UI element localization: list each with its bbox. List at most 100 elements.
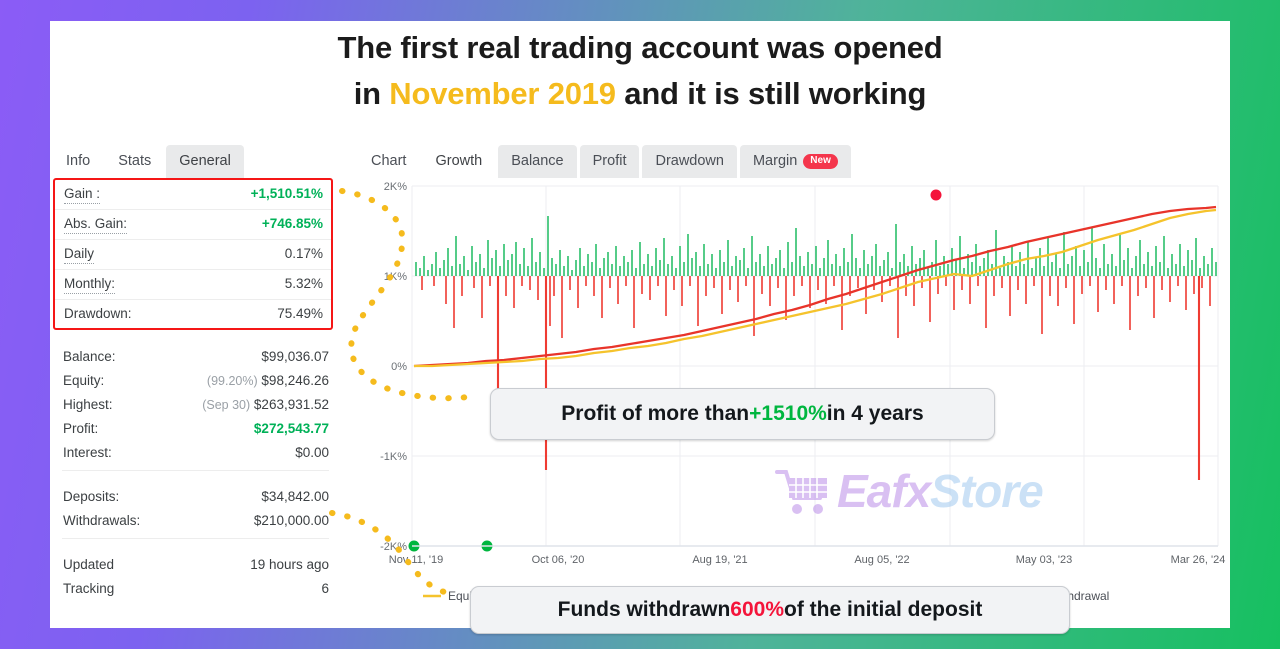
stat-value-equity-wrap: (99.20%) $98,246.26 [207, 372, 329, 390]
stat-label-updated: Updated [63, 557, 115, 572]
stat-row-deposits: Deposits: $34,842.00 [61, 485, 331, 509]
x-tick-4: May 03, '23 [1016, 554, 1073, 566]
tab-profit-label: Profit [592, 153, 627, 169]
x-tick-3: Aug 05, '22 [854, 554, 909, 566]
tab-drawdown[interactable]: Drawdown [642, 145, 737, 178]
stat-value-deposits: $34,842.00 [261, 489, 329, 504]
chart-tabstrip: Chart Growth Balance Profit Drawdown Mar… [350, 141, 1228, 178]
stat-value-interest: $0.00 [295, 445, 329, 460]
stat-value-monthly: 5.32% [284, 276, 323, 291]
stat-row-abs-gain: Abs. Gain: +746.85% [55, 210, 331, 240]
tab-stats[interactable]: Stats [105, 145, 165, 178]
stat-value-highest-wrap: (Sep 30) $263,931.52 [202, 396, 329, 414]
stat-label-highest: Highest: [63, 397, 113, 412]
stat-row-interest: Interest: $0.00 [61, 441, 331, 465]
callout-profit: Profit of more than +1510% in 4 years [490, 388, 995, 440]
callout-withdraw-pre: Funds withdrawn [557, 598, 731, 621]
stat-label-drawdown[interactable]: Drawdown: [64, 306, 132, 321]
stat-value-balance: $99,036.07 [261, 349, 329, 364]
stat-row-balance: Balance: $99,036.07 [61, 345, 331, 369]
stat-label-tracking: Tracking [63, 581, 115, 596]
tab-balance[interactable]: Balance [498, 145, 577, 178]
stat-row-tracking: Tracking 6 [61, 577, 331, 601]
stat-value-profit: $272,543.77 [253, 421, 329, 436]
stat-value-tracking: 6 [321, 581, 329, 596]
tab-margin-label: Margin [752, 153, 798, 169]
page-title: The first real trading account was opene… [50, 25, 1230, 117]
stat-value-abs-gain: +746.85% [261, 216, 323, 231]
tab-drawdown-label: Drawdown [655, 153, 724, 169]
stat-label-equity: Equity: [63, 373, 105, 388]
y-axis-labels: 2K% 1K% 0% -1K% -2K% [380, 181, 407, 553]
y-tick-neg2k: -2K% [380, 541, 407, 553]
stat-sub-highest: (Sep 30) [202, 398, 251, 412]
stat-value-drawdown: 75.49% [277, 306, 323, 321]
account-stats-panel: Info Stats General Gain : +1,510.51% Abs… [51, 141, 337, 601]
stat-value-highest: $263,931.52 [253, 397, 329, 412]
stat-label-deposits: Deposits: [63, 489, 120, 504]
y-tick-2k: 2K% [384, 181, 407, 193]
stat-label-withdrawals: Withdrawals: [63, 513, 141, 528]
x-tick-5: Mar 26, '24 [1171, 554, 1226, 566]
stat-row-highest: Highest: (Sep 30) $263,931.52 [61, 393, 331, 417]
balance-group: Balance: $99,036.07 Equity: (99.20%) $98… [51, 345, 337, 465]
stat-sub-equity: (99.20%) [206, 374, 258, 388]
stat-row-gain: Gain : +1,510.51% [55, 180, 331, 210]
callout-profit-accent: +1510% [749, 402, 827, 425]
x-tick-2: Aug 19, '21 [692, 554, 747, 566]
tab-chart-label: Chart [371, 153, 407, 169]
stat-row-monthly: Monthly: 5.32% [55, 270, 331, 300]
callout-profit-pre: Profit of more than [561, 402, 750, 425]
stat-label-gain[interactable]: Gain : [64, 185, 101, 204]
stat-value-gain: +1,510.51% [250, 186, 323, 201]
stat-row-daily: Daily 0.17% [55, 240, 331, 270]
callout-profit-post: in 4 years [826, 402, 924, 425]
tab-info[interactable]: Info [53, 145, 104, 178]
stat-label-profit: Profit: [63, 421, 99, 436]
new-badge: New [803, 153, 838, 169]
equity-growth-line [414, 208, 1217, 368]
y-tick-0: 0% [391, 361, 407, 373]
stat-label-abs-gain[interactable]: Abs. Gain: [64, 215, 128, 234]
tab-balance-label: Balance [511, 153, 564, 169]
callout-withdraw-accent: 600% [730, 598, 785, 621]
daily-gain-spikes [415, 216, 1217, 276]
tab-growth-label: Growth [435, 153, 483, 169]
meta-group: Updated 19 hours ago Tracking 6 [51, 553, 337, 601]
withdrawal-markers [930, 189, 942, 201]
headline-line2-pre: in [353, 76, 390, 111]
stat-value-withdrawals: $210,000.00 [253, 513, 329, 528]
stat-label-balance: Balance: [63, 349, 116, 364]
withdrawal-marker[interactable] [930, 189, 942, 201]
stat-value-equity: $98,246.26 [261, 373, 329, 388]
x-tick-1: Oct 06, '20 [532, 554, 585, 566]
callout-withdrawal: Funds withdrawn 600% of the initial depo… [470, 586, 1070, 634]
headline-accent-date: November 2019 [389, 76, 616, 111]
x-axis-labels: Nov 11, '19 Oct 06, '20 Aug 19, '21 Aug … [389, 554, 1226, 566]
stat-row-equity: Equity: (99.20%) $98,246.26 [61, 369, 331, 393]
headline-line-2: in November 2019 and it is still working [50, 71, 1230, 117]
divider-3 [62, 538, 329, 549]
tab-margin[interactable]: Margin New [739, 145, 851, 178]
stat-row-withdrawals: Withdrawals: $210,000.00 [61, 509, 331, 533]
growth-line [413, 205, 1217, 368]
stat-label-interest: Interest: [63, 445, 112, 460]
stat-value-updated: 19 hours ago [250, 557, 329, 572]
y-tick-neg1k: -1K% [380, 451, 407, 463]
stat-label-daily[interactable]: Daily [64, 245, 95, 264]
headline-line-1: The first real trading account was opene… [337, 30, 943, 65]
headline-line2-post: and it is still working [615, 76, 927, 111]
stat-row-drawdown: Drawdown: 75.49% [55, 300, 331, 328]
callout-withdraw-post: of the initial deposit [784, 598, 983, 621]
stat-row-profit: Profit: $272,543.77 [61, 417, 331, 441]
tab-chart[interactable]: Chart [358, 145, 420, 178]
y-tick-1k: 1K% [384, 271, 407, 283]
tab-profit[interactable]: Profit [579, 145, 640, 178]
stats-tabstrip: Info Stats General [51, 141, 337, 178]
x-tick-0: Nov 11, '19 [389, 554, 443, 566]
tab-growth[interactable]: Growth [422, 145, 496, 178]
stat-label-monthly[interactable]: Monthly: [64, 275, 116, 294]
divider-1 [62, 335, 329, 341]
tab-general[interactable]: General [166, 145, 244, 178]
infographic-card: The first real trading account was opene… [50, 21, 1230, 634]
